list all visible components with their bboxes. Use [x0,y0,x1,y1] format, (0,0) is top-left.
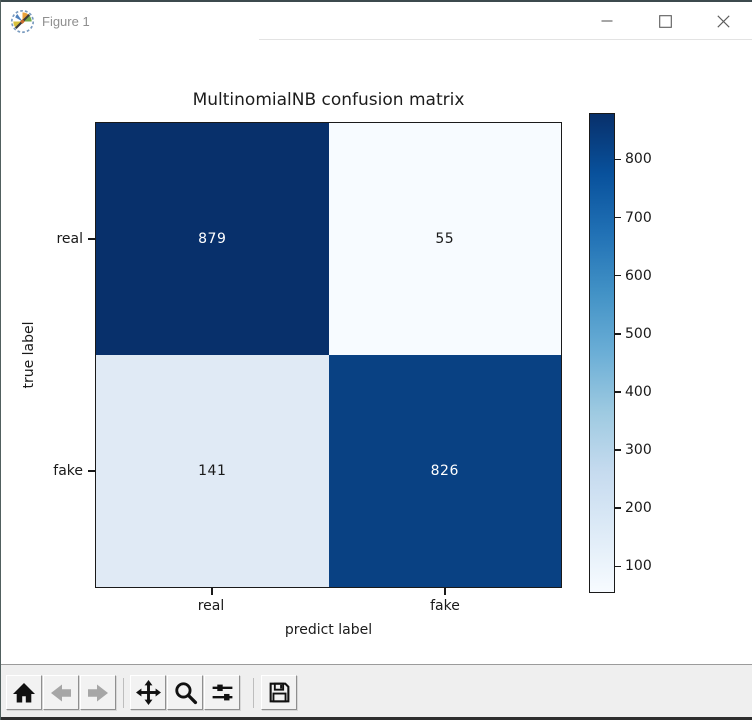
toolbar-separator [123,678,124,708]
colorbar-tick-mark [615,274,621,277]
sliders-icon [212,684,232,701]
home-button[interactable] [6,675,42,710]
y-tick-label-fake: fake [53,463,83,479]
x-tick-mark [444,588,446,595]
colorbar-tick-mark [615,449,621,451]
minimize-icon [601,20,613,22]
minimize-button[interactable] [578,2,636,40]
x-tick-mark [211,588,213,595]
colorbar-tick-label: 100 [625,558,652,575]
matplotlib-app-icon [10,9,35,33]
navigation-toolbar [1,664,752,720]
colorbar-tick-label: 800 [625,151,652,168]
colorbar-tick-mark [615,391,621,393]
colorbar-tick-mark [615,216,621,219]
back-arrow-icon [51,684,71,701]
forward-arrow-icon [88,684,108,701]
colorbar-tick-label: 300 [625,442,652,459]
pan-button[interactable] [130,675,166,710]
x-tick-label-fake: fake [430,598,460,614]
floppy-disk-icon [269,682,289,703]
colorbar-tick-label: 200 [625,500,652,517]
titlebar-divider [259,39,752,40]
toolbar-separator [253,678,254,708]
back-button[interactable] [43,675,79,710]
save-button[interactable] [261,675,297,710]
colorbar-tick-label: 500 [625,325,652,342]
window-top-edge [1,0,752,2]
x-axis-label: predict label [284,622,373,638]
heatmap-cell: 55 [328,123,561,355]
window-title: Figure 1 [42,13,90,29]
maximize-button[interactable] [636,2,694,40]
colorbar-tick-mark [615,565,621,568]
heatmap-cell: 826 [328,355,561,587]
colorbar-tick-mark [615,158,621,161]
colorbar-tick-label: 400 [625,383,652,400]
titlebar: Figure 1 [1,2,752,40]
x-tick-label-real: real [197,598,225,614]
zoom-button[interactable] [167,675,203,710]
figure-canvas[interactable]: MultinomialNB confusion matrix 879 55 141 8… [1,39,752,664]
colorbar-tick-label: 600 [625,267,652,284]
maximize-icon [658,14,672,28]
colorbar-tick-mark [615,507,621,509]
configure-subplots-button[interactable] [204,675,240,710]
colorbar-tick-label: 700 [625,209,652,226]
axes: 879 55 141 826 [95,122,562,588]
close-icon [716,14,730,28]
plot-title: MultinomialNB confusion matrix [192,90,465,110]
y-tick-mark [88,470,95,472]
window-controls [578,2,752,40]
y-tick-label-real: real [56,231,83,247]
close-button[interactable] [694,2,752,40]
heatmap-cells: 879 55 141 826 [96,123,561,587]
heatmap-cell: 879 [96,123,329,355]
colorbar-tick-mark [615,333,621,335]
colorbar [589,113,615,593]
home-icon [13,682,35,702]
magnifier-icon [174,682,197,705]
heatmap-cell: 141 [96,355,329,587]
y-axis-label: true label [21,321,37,389]
forward-button[interactable] [80,675,116,710]
pan-arrows-icon [135,680,161,705]
y-tick-mark [88,238,95,240]
